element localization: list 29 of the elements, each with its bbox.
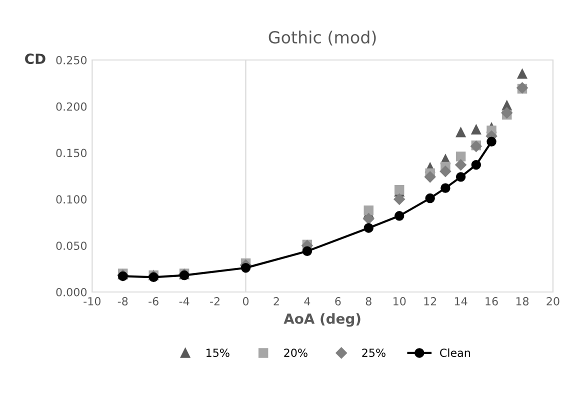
- legend-label: 15%: [206, 348, 230, 357]
- x-tick-label: 16: [486, 297, 498, 306]
- y-tick-label: 0.000: [56, 288, 87, 296]
- y-tick-label: 0.100: [56, 195, 87, 204]
- x-tick-label: 8: [366, 297, 372, 306]
- x-tick-label: 14: [454, 297, 468, 306]
- x-tick-label: 4: [304, 297, 310, 306]
- x-tick-label: -10: [84, 297, 100, 306]
- x-tick-label: 12: [424, 297, 436, 306]
- x-tick-label: 6: [335, 297, 341, 306]
- y-tick-label: 0.250: [56, 56, 87, 64]
- y-tick-label: 0.200: [56, 102, 87, 111]
- legend-label: Clean: [440, 348, 470, 357]
- x-tick-label: 0: [242, 297, 249, 306]
- chart-title: Gothic (mod): [268, 30, 376, 46]
- x-tick-label: -6: [148, 297, 158, 306]
- legend-label: 25%: [362, 348, 386, 357]
- x-tick-label: 18: [516, 297, 529, 306]
- y-axis-title: CD: [25, 54, 46, 64]
- x-tick-label: 20: [546, 297, 560, 306]
- x-tick-label: -2: [210, 297, 220, 306]
- y-tick-label: 0.050: [56, 242, 87, 250]
- x-tick-label: 10: [394, 297, 406, 306]
- x-axis-title: AoA (deg): [284, 313, 360, 327]
- x-tick-label: 2: [274, 297, 279, 306]
- legend-label: 20%: [284, 348, 308, 357]
- x-tick-label: -8: [118, 297, 128, 306]
- x-tick-label: -4: [179, 297, 190, 306]
- y-tick-label: 0.150: [56, 148, 87, 158]
